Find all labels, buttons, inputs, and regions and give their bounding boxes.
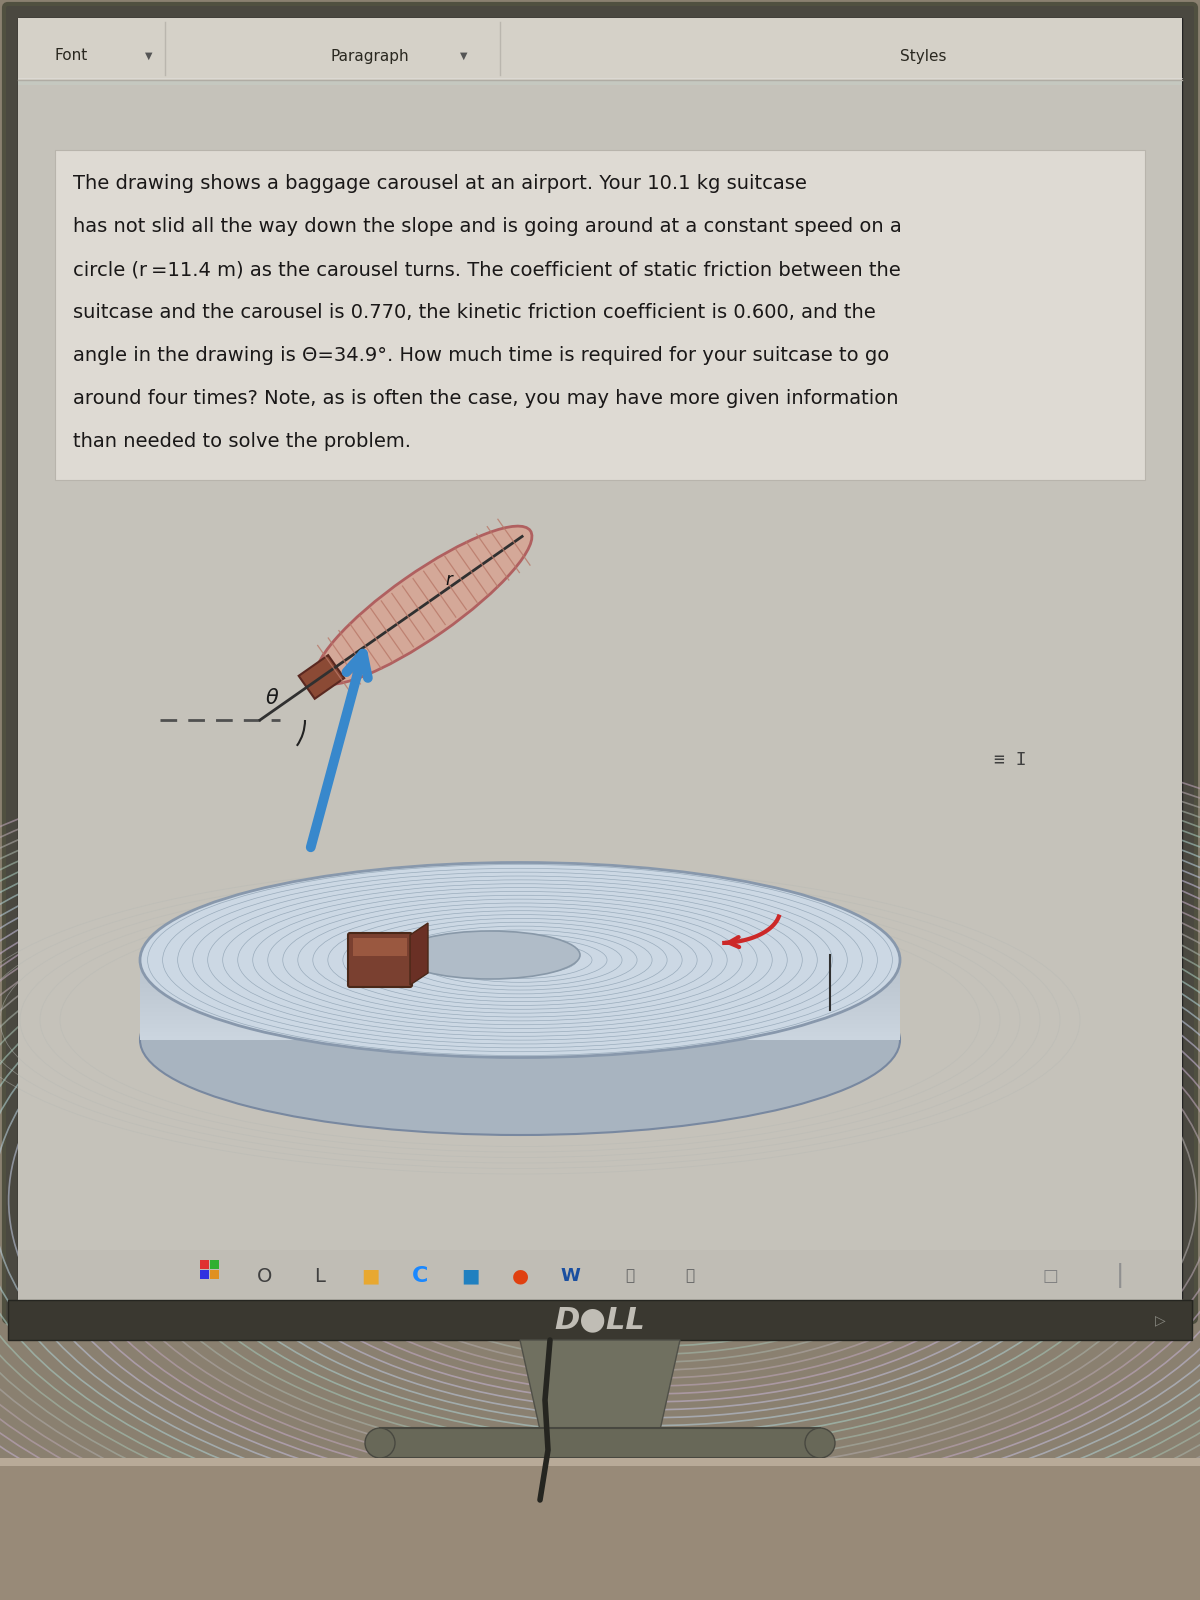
Text: The drawing shows a baggage carousel at an airport. Your 10.1 kg suitcase: The drawing shows a baggage carousel at … bbox=[73, 174, 806, 194]
Ellipse shape bbox=[400, 931, 580, 979]
Text: suitcase and the carousel is 0.770, the kinetic friction coefficient is 0.600, a: suitcase and the carousel is 0.770, the … bbox=[73, 302, 876, 322]
Text: W: W bbox=[560, 1267, 580, 1285]
Bar bbox=[200, 1261, 209, 1269]
Bar bbox=[140, 1037, 900, 1040]
Text: θ: θ bbox=[265, 688, 278, 707]
Bar bbox=[210, 1270, 220, 1278]
Text: Styles: Styles bbox=[900, 48, 947, 64]
Bar bbox=[18, 18, 1182, 1298]
Text: D●LL: D●LL bbox=[554, 1306, 646, 1334]
Bar bbox=[18, 18, 1182, 1298]
Bar bbox=[140, 976, 900, 979]
Text: around four times? Note, as is often the case, you may have more given informati: around four times? Note, as is often the… bbox=[73, 389, 899, 408]
Text: ▼: ▼ bbox=[460, 51, 468, 61]
Ellipse shape bbox=[365, 1427, 395, 1458]
Text: ●: ● bbox=[511, 1267, 528, 1285]
Bar bbox=[353, 938, 407, 955]
Bar bbox=[18, 18, 1182, 80]
Bar bbox=[140, 1024, 900, 1029]
Ellipse shape bbox=[140, 862, 900, 1058]
Polygon shape bbox=[520, 1341, 680, 1430]
Text: □: □ bbox=[1042, 1267, 1058, 1285]
Text: ⌖: ⌖ bbox=[685, 1269, 695, 1283]
Bar bbox=[18, 1250, 1182, 1299]
Polygon shape bbox=[299, 654, 344, 699]
Text: ▷: ▷ bbox=[1154, 1314, 1165, 1326]
Text: angle in the drawing is Θ=34.9°. How much time is required for your suitcase to : angle in the drawing is Θ=34.9°. How muc… bbox=[73, 346, 889, 365]
Bar bbox=[380, 1427, 820, 1458]
Bar bbox=[140, 968, 900, 971]
Text: has not slid all the way down the slope and is going around at a constant speed : has not slid all the way down the slope … bbox=[73, 218, 901, 235]
Text: ⎕: ⎕ bbox=[625, 1269, 635, 1283]
Text: than needed to solve the problem.: than needed to solve the problem. bbox=[73, 432, 410, 451]
Bar bbox=[140, 1029, 900, 1032]
Bar bbox=[140, 971, 900, 976]
Bar bbox=[140, 1008, 900, 1013]
Bar bbox=[140, 963, 900, 968]
Text: ■: ■ bbox=[461, 1267, 479, 1285]
Text: O: O bbox=[257, 1267, 272, 1285]
Ellipse shape bbox=[805, 1427, 835, 1458]
Bar bbox=[140, 979, 900, 984]
Text: |: | bbox=[1116, 1264, 1124, 1288]
Bar bbox=[55, 150, 1145, 480]
Bar bbox=[140, 984, 900, 987]
Bar bbox=[140, 995, 900, 1000]
Text: Paragraph: Paragraph bbox=[331, 48, 409, 64]
Text: circle (r =11.4 m) as the carousel turns. The coefficient of static friction bet: circle (r =11.4 m) as the carousel turns… bbox=[73, 259, 901, 278]
Text: L: L bbox=[314, 1267, 325, 1285]
Ellipse shape bbox=[140, 946, 900, 1134]
Bar bbox=[18, 85, 1182, 1285]
FancyBboxPatch shape bbox=[348, 933, 412, 987]
Bar bbox=[200, 1270, 209, 1278]
Bar bbox=[140, 1013, 900, 1016]
Bar bbox=[0, 1458, 1200, 1600]
Bar bbox=[140, 960, 900, 963]
Text: r: r bbox=[445, 571, 452, 589]
Bar bbox=[140, 1000, 900, 1005]
Polygon shape bbox=[410, 923, 428, 986]
Bar bbox=[8, 1299, 1192, 1341]
Text: C: C bbox=[412, 1266, 428, 1286]
Ellipse shape bbox=[316, 526, 532, 685]
Bar bbox=[140, 1032, 900, 1037]
Bar bbox=[140, 1016, 900, 1021]
Bar bbox=[140, 987, 900, 992]
Text: ▼: ▼ bbox=[145, 51, 152, 61]
Bar bbox=[140, 1005, 900, 1008]
Bar bbox=[140, 992, 900, 995]
Bar bbox=[210, 1261, 220, 1269]
Text: ■: ■ bbox=[361, 1267, 379, 1285]
FancyBboxPatch shape bbox=[4, 3, 1196, 1322]
Text: Font: Font bbox=[55, 48, 89, 64]
Bar bbox=[0, 1458, 1200, 1466]
Polygon shape bbox=[140, 960, 900, 1040]
Text: ≡ I: ≡ I bbox=[994, 750, 1026, 770]
Bar bbox=[140, 1021, 900, 1024]
